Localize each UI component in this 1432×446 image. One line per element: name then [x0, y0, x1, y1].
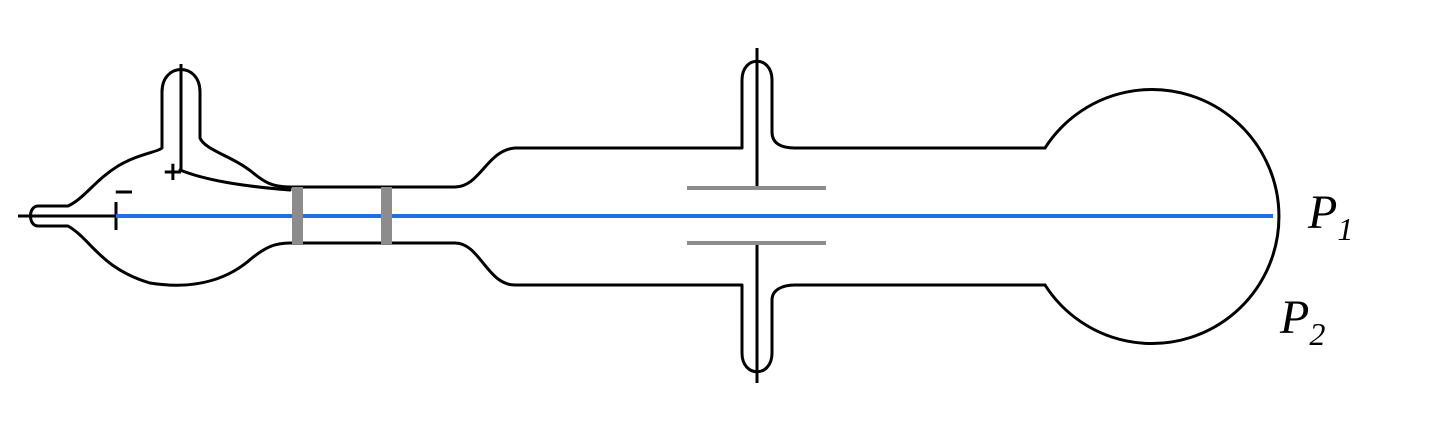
cathode-minus-sign: −: [113, 177, 135, 207]
point-p2-letter: P: [1279, 291, 1309, 344]
point-p2-subscript: 2: [1309, 316, 1325, 352]
screen-bulb: [1043, 88, 1281, 345]
point-p1-subscript: 1: [1337, 211, 1353, 247]
point-p2-label: P2: [1279, 291, 1325, 352]
anode-plus-sign: +: [162, 157, 184, 187]
tube-outline-bottom: [36, 224, 1047, 374]
tube-outline-top: [36, 59, 1047, 208]
point-p1-letter: P: [1307, 186, 1337, 239]
point-p1-label: P1: [1307, 186, 1353, 247]
collimator-slit-2: [381, 187, 392, 244]
anode-lead-curve: [178, 168, 292, 192]
collimator-slit-1: [292, 187, 303, 244]
